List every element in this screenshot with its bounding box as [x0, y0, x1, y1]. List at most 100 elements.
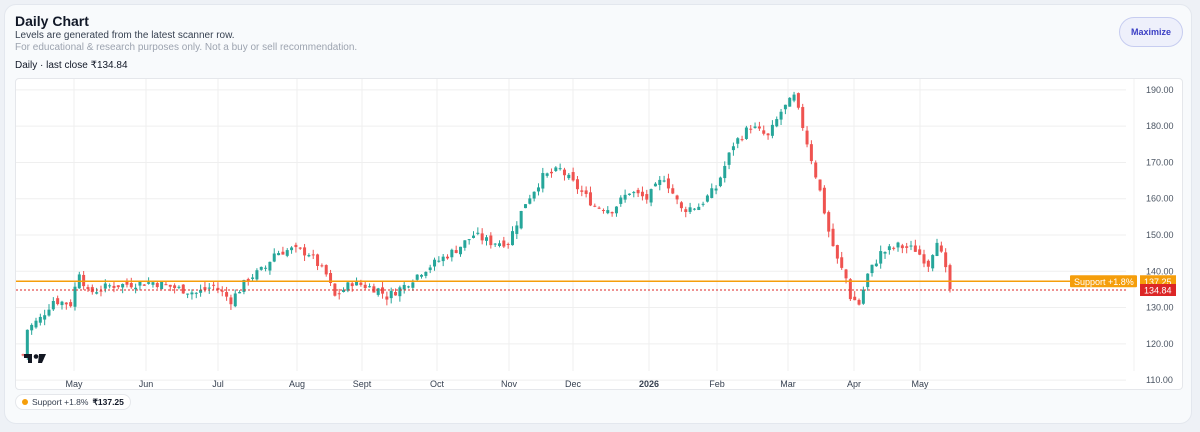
support-legend: Support +1.8% ₹137.25	[15, 394, 131, 410]
candle-body	[164, 284, 168, 286]
candle-body	[108, 285, 112, 287]
candle-body	[320, 265, 324, 267]
candle-body	[714, 188, 718, 191]
candle-body	[151, 282, 155, 285]
candle-body	[528, 198, 532, 204]
candle-body	[359, 282, 363, 285]
candle-body	[424, 271, 428, 276]
candle-body	[346, 282, 350, 291]
candle-body	[186, 293, 190, 295]
candle-body	[818, 179, 822, 191]
candle-body	[931, 255, 935, 269]
support-dot-icon	[22, 399, 28, 405]
candle-body	[298, 247, 302, 249]
candle-body	[463, 240, 467, 248]
candle-body	[593, 205, 597, 207]
candle-body	[502, 240, 506, 247]
candle-body	[86, 287, 90, 290]
candle-body	[948, 265, 952, 290]
support-price-tag: 137.25	[1144, 277, 1172, 287]
candle-body	[38, 316, 42, 323]
candle-body	[177, 286, 181, 288]
candle-body	[575, 179, 579, 190]
candle-body	[610, 212, 614, 214]
candle-body	[381, 287, 385, 294]
candle-body	[649, 189, 653, 203]
candle-body	[433, 259, 437, 267]
support-line-label-bg	[1070, 275, 1137, 288]
candle-body	[450, 249, 454, 258]
candle-body	[562, 169, 566, 176]
candle-body	[385, 296, 389, 300]
x-tick-label: May	[911, 379, 929, 389]
candle-body	[892, 247, 896, 249]
chart-canvas[interactable]: 190.00 180.00 170.00 160.00 150.00 140.00 130.…	[16, 79, 1183, 390]
candle-body	[472, 235, 476, 238]
candle-body	[459, 246, 463, 255]
candle-body	[822, 187, 826, 214]
candle-body	[788, 97, 792, 107]
candle-body	[723, 165, 727, 179]
candle-body	[216, 287, 220, 290]
candle-body	[147, 282, 151, 284]
price-chart[interactable]: 190.00 180.00 170.00 160.00 150.00 140.00 130.…	[15, 78, 1183, 390]
candle-body	[437, 260, 441, 262]
candle-body	[558, 168, 562, 170]
candle-body	[567, 174, 571, 179]
candle-body	[874, 263, 878, 267]
candle-body	[203, 287, 207, 290]
y-tick-label: 160.00	[1146, 194, 1174, 204]
candle-body	[60, 301, 64, 306]
candle-body	[190, 292, 194, 295]
maximize-button[interactable]: Maximize	[1119, 17, 1183, 47]
candle-body	[588, 192, 592, 206]
candle-body	[775, 119, 779, 127]
candle-body	[497, 243, 501, 246]
candle-body	[601, 210, 605, 212]
x-tick-label: Oct	[430, 379, 445, 389]
candle-body	[554, 167, 558, 171]
candle-body	[926, 260, 930, 267]
candle-body	[718, 177, 722, 187]
candle-body	[636, 189, 640, 194]
candle-body	[801, 107, 805, 128]
candle-body	[47, 309, 51, 316]
candle-body	[653, 183, 657, 187]
candle-body	[905, 246, 909, 248]
tradingview-logo-icon	[24, 354, 46, 363]
y-tick-label: 120.00	[1146, 339, 1174, 349]
candle-body	[125, 281, 129, 285]
x-tick-label: Aug	[289, 379, 305, 389]
candle-body	[571, 172, 575, 181]
candle-body	[727, 152, 731, 165]
candle-body	[264, 267, 268, 269]
candle-body	[142, 284, 146, 286]
candle-body	[684, 209, 688, 213]
y-tick-label: 180.00	[1146, 121, 1174, 131]
candle-body	[935, 242, 939, 256]
candle-body	[623, 194, 627, 200]
candle-body	[281, 251, 285, 255]
support-legend-value: ₹137.25	[92, 396, 124, 407]
candle-body	[597, 207, 601, 209]
candle-body	[796, 93, 800, 108]
candle-body	[194, 292, 198, 294]
candle-body	[549, 171, 553, 174]
candle-body	[333, 283, 337, 296]
candle-body	[199, 289, 203, 293]
x-tick-label: Dec	[565, 379, 582, 389]
candle-body	[835, 245, 839, 259]
candle-body	[134, 287, 138, 290]
candle-body	[376, 288, 380, 295]
candle-body	[64, 302, 68, 305]
candle-body	[762, 130, 766, 134]
candle-body	[480, 233, 484, 241]
candle-body	[731, 146, 735, 151]
candle-body	[272, 253, 276, 262]
candle-body	[844, 269, 848, 279]
candle-body	[545, 173, 549, 176]
candle-body	[922, 254, 926, 264]
x-tick-label: Jun	[139, 379, 154, 389]
candle-body	[121, 283, 125, 288]
candle-body	[857, 299, 861, 305]
